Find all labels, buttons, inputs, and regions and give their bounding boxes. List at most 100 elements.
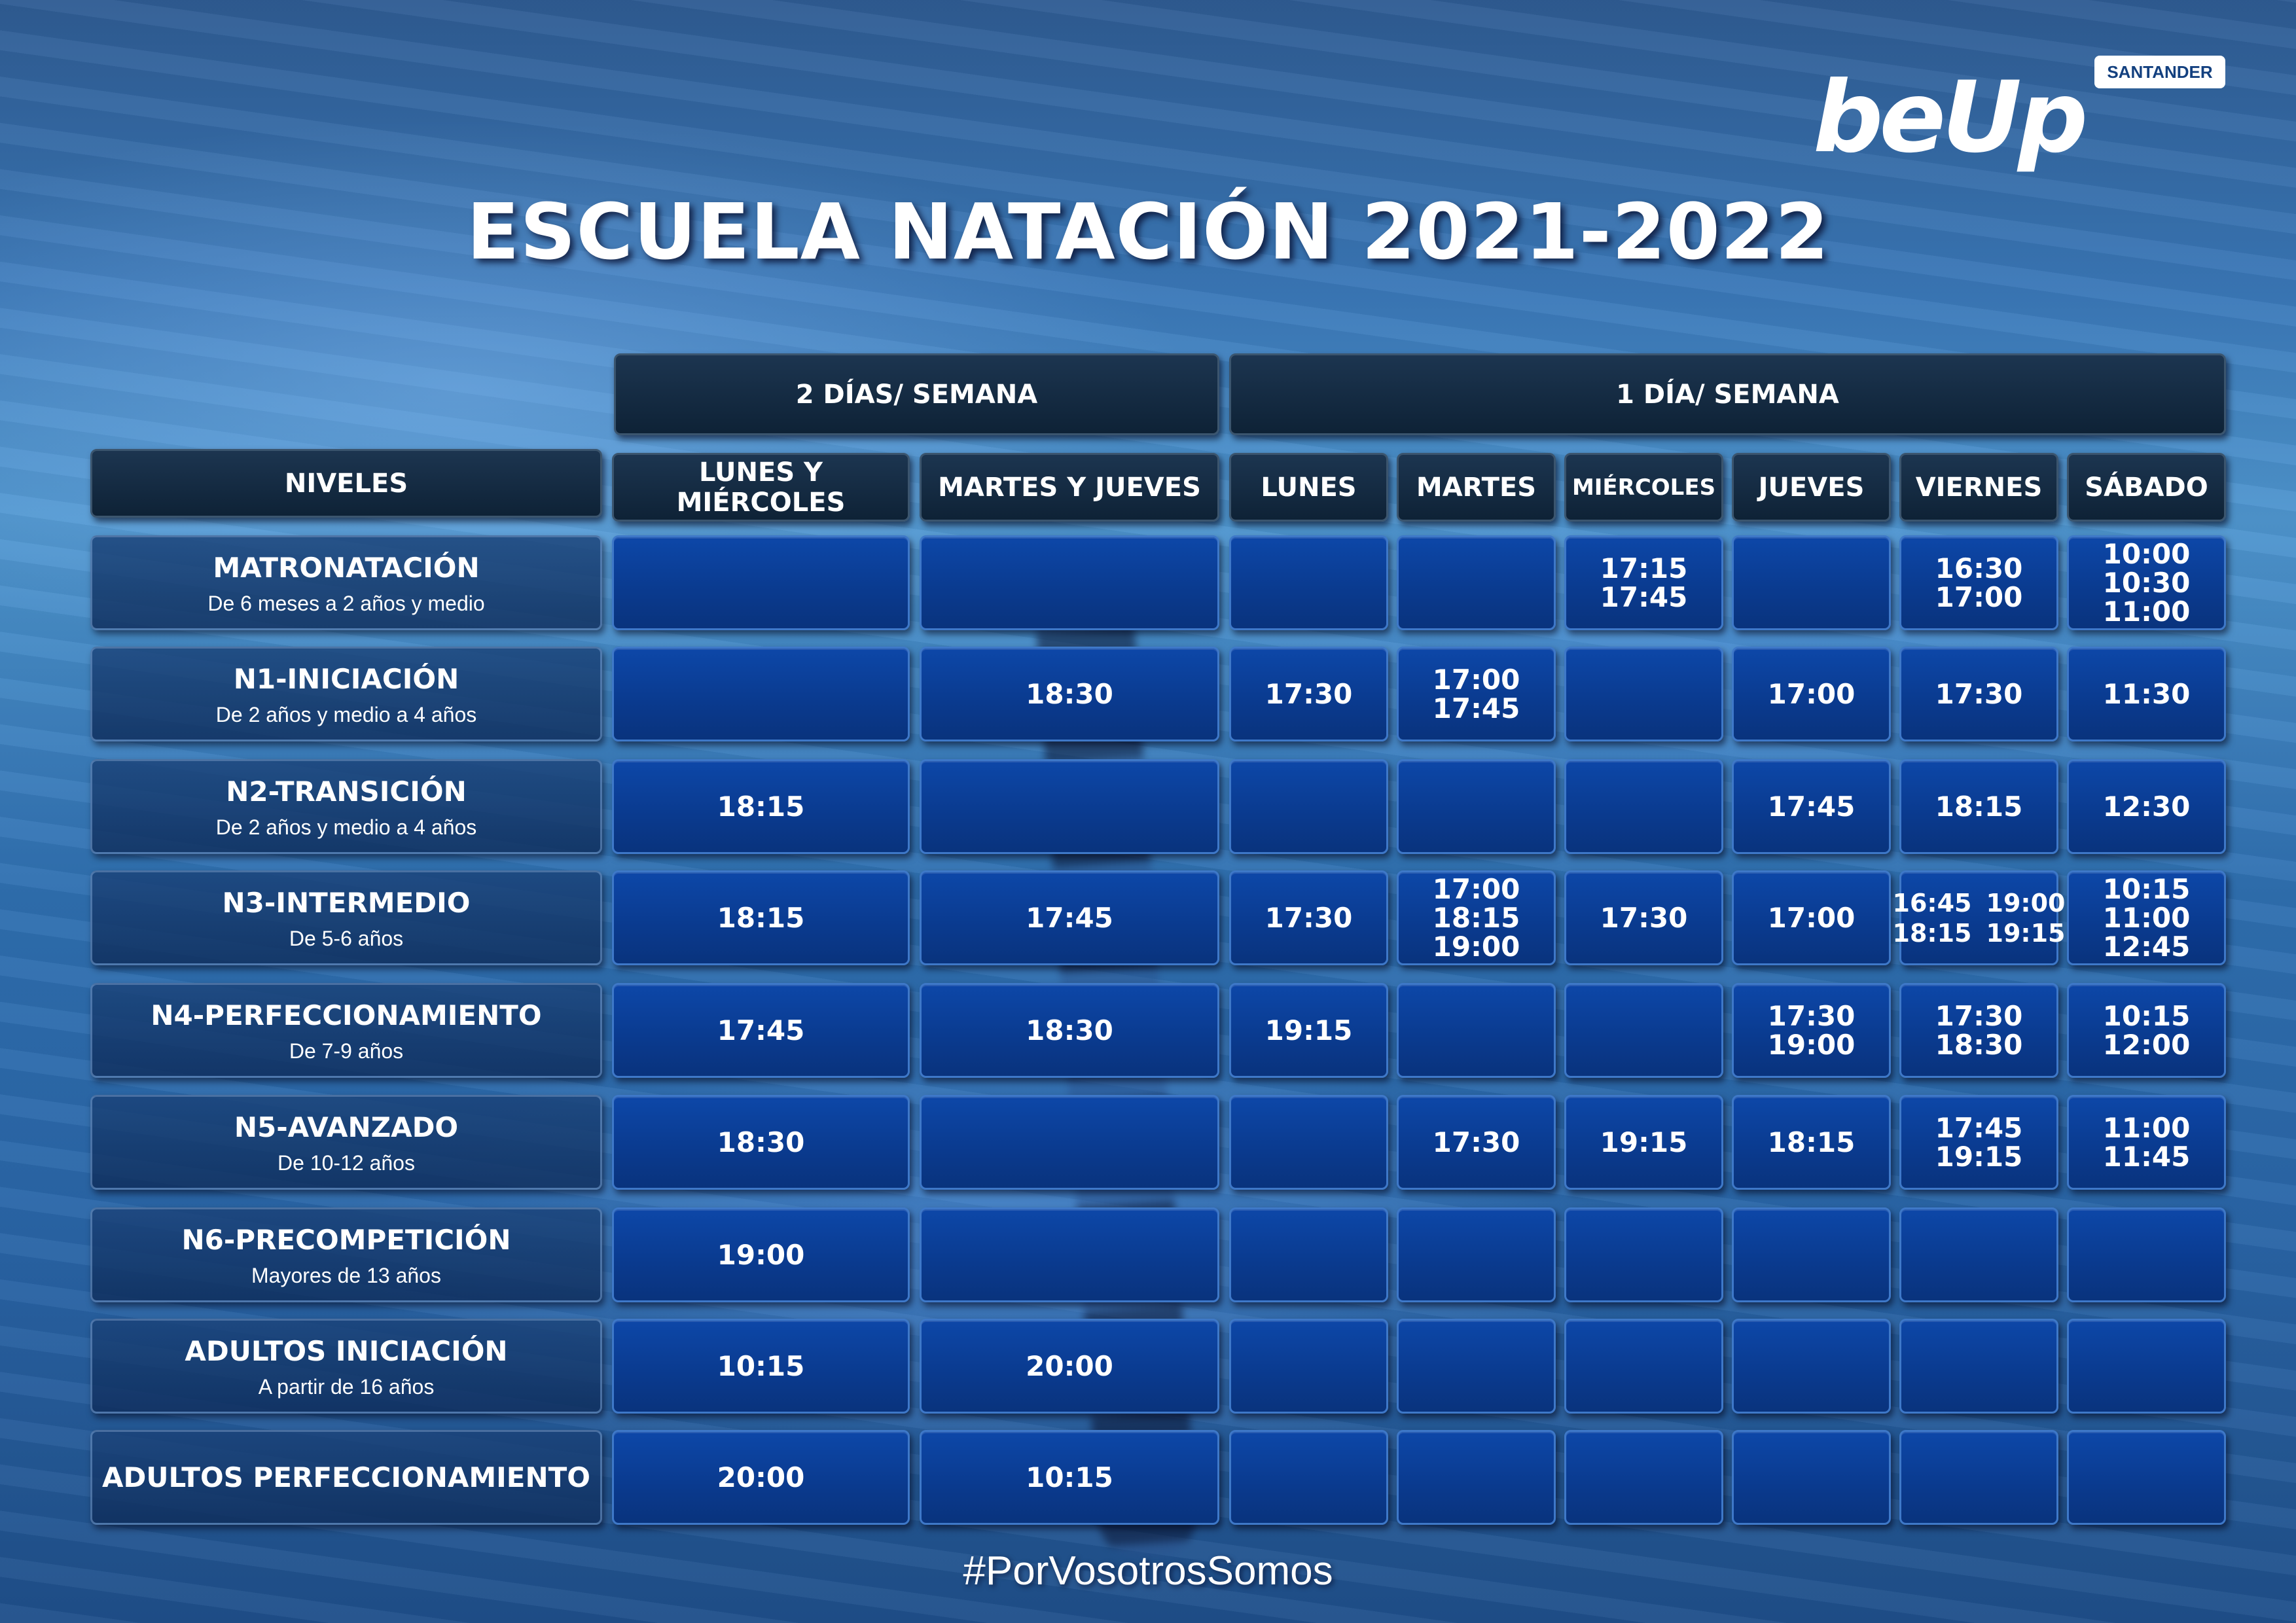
time-slot-wednesday [1564, 1319, 1723, 1414]
time-slot-tuesday [1397, 1319, 1556, 1414]
time-slot-monday [1229, 535, 1388, 630]
level-cell: N4-PERFECCIONAMIENTO De 7-9 años [90, 983, 602, 1078]
time-slot-saturday [2067, 1207, 2226, 1302]
class-time: 18:15 [1935, 790, 2023, 823]
class-times: 17:45 [1026, 901, 1113, 934]
time-slot-monday [1229, 1095, 1388, 1190]
class-time: 10:15 [1026, 1461, 1113, 1493]
class-time: 11:45 [2102, 1140, 2191, 1173]
time-slot-friday: 16:45 19:00 18:15 19:15 [1893, 870, 2065, 965]
class-time: 17:30 [1265, 901, 1353, 934]
class-time: 18:15 [1892, 918, 1972, 948]
class-times: 12:30 [2102, 790, 2191, 823]
level-age-range: De 2 años y medio a 4 años [215, 815, 477, 839]
time-slot-monday [1229, 759, 1388, 854]
time-slot-tuesday: 17:30 [1397, 1095, 1556, 1190]
level-name: N1-INICIACIÓN [233, 662, 459, 695]
time-slot-monday: 17:30 [1229, 647, 1388, 741]
time-slot-tue-thu: 20:00 [920, 1319, 1219, 1414]
class-times: 20:00 [717, 1463, 805, 1492]
class-times: 18:30 [717, 1128, 805, 1157]
class-times: 17:45 [1767, 790, 1856, 823]
time-slot-saturday: 11:00 11:45 [2067, 1095, 2226, 1190]
time-slot-mon-wed: 18:30 [612, 1095, 910, 1190]
time-slot-wednesday [1564, 759, 1723, 854]
class-time: 17:45 [1767, 790, 1856, 823]
class-time: 18:30 [1935, 1028, 2023, 1061]
class-time: 10:15 [2102, 872, 2191, 905]
class-time: 18:30 [1026, 677, 1113, 710]
level-name: N3-INTERMEDIO [222, 886, 471, 919]
level-name: ADULTOS PERFECCIONAMIENTO [102, 1461, 590, 1493]
class-time: 17:15 [1600, 552, 1688, 584]
level-age-range: De 10-12 años [278, 1150, 415, 1175]
class-time: 17:45 [1026, 901, 1113, 934]
time-slot-wednesday [1564, 983, 1723, 1078]
class-times: 17:00 [1768, 679, 1856, 709]
class-time: 18:15 [1767, 1126, 1856, 1158]
time-slot-mon-wed: 20:00 [612, 1430, 910, 1525]
time-slot-monday: 17:30 [1229, 870, 1388, 965]
column-header-wednesday: MIÉRCOLES [1564, 453, 1723, 522]
class-time: 16:30 [1935, 552, 2023, 584]
column-header-thursday: JUEVES [1732, 453, 1891, 522]
time-slot-mon-wed: 18:15 [612, 870, 910, 965]
level-age-range: Mayores de 13 años [251, 1263, 441, 1287]
page-title: ESCUELA NATACIÓN 2021-2022 [466, 187, 1830, 277]
level-age-range: De 6 meses a 2 años y medio [207, 591, 485, 615]
class-times: 17:00 18:15 19:00 [1433, 874, 1520, 961]
time-slot-thursday: 17:30 19:00 [1732, 983, 1891, 1078]
time-slot-friday: 18:15 [1899, 759, 2058, 854]
class-time: 17:00 [1935, 580, 2023, 613]
class-time: 11:30 [2102, 677, 2191, 710]
class-time: 17:30 [1432, 1126, 1520, 1158]
time-slot-tuesday: 17:00 18:15 19:00 [1397, 870, 1556, 965]
time-slot-thursday: 17:00 [1732, 647, 1891, 741]
class-times: 17:30 19:00 [1768, 1001, 1856, 1060]
class-time: 18:30 [1026, 1014, 1113, 1046]
class-time: 18:15 [717, 790, 805, 823]
group-header-2-days: 2 DÍAS/ SEMANA [614, 353, 1219, 435]
class-time: 20:00 [717, 1461, 805, 1493]
class-times: 10:15 [717, 1349, 805, 1382]
level-cell: MATRONATACIÓN De 6 meses a 2 años y medio [90, 535, 602, 630]
class-time: 10:15 [717, 1349, 805, 1382]
column-header-friday: VIERNES [1899, 453, 2058, 522]
class-time: 17:45 [1600, 580, 1688, 613]
class-times: 18:15 [717, 790, 805, 823]
time-slot-thursday [1732, 1207, 1891, 1302]
time-slot-monday [1229, 1207, 1388, 1302]
time-slot-saturday: 12:30 [2067, 759, 2226, 854]
class-times: 18:15 [717, 903, 805, 933]
class-time: 19:15 [1600, 1126, 1688, 1158]
class-times: 17:00 17:45 [1433, 665, 1520, 723]
class-time: 11:00 [2102, 595, 2191, 628]
level-name: N2-TRANSICIÓN [226, 775, 467, 808]
class-times: 10:15 [1026, 1463, 1113, 1492]
time-slot-wednesday [1564, 1430, 1723, 1525]
time-slot-tue-thu [920, 759, 1219, 854]
class-time: 12:30 [2102, 790, 2191, 823]
time-slot-mon-wed: 10:15 [612, 1319, 910, 1414]
beup-santander-logo: beUp SANTANDER [1813, 56, 2225, 167]
class-time: 17:30 [1935, 677, 2023, 710]
level-age-range: A partir de 16 años [258, 1374, 435, 1399]
time-slot-thursday [1732, 535, 1891, 630]
class-times: 17:30 [1600, 901, 1688, 934]
time-slot-tuesday: 17:00 17:45 [1397, 647, 1556, 741]
time-slot-saturday: 11:30 [2067, 647, 2226, 741]
time-slot-monday [1229, 1319, 1388, 1414]
level-age-range: De 7-9 años [289, 1039, 404, 1063]
time-slot-saturday: 10:15 12:00 [2067, 983, 2226, 1078]
time-slot-saturday: 10:15 11:00 12:45 [2067, 870, 2226, 965]
class-time: 19:15 [1935, 1140, 2023, 1173]
class-times: 10:00 10:30 11:00 [2102, 539, 2191, 628]
class-times: 20:00 [1026, 1351, 1113, 1381]
class-time: 19:00 [1986, 888, 2066, 918]
time-slot-monday [1229, 1430, 1388, 1525]
column-header-monday: LUNES [1229, 453, 1388, 522]
time-slot-tue-thu [920, 535, 1219, 630]
time-slot-tue-thu: 10:15 [920, 1430, 1219, 1525]
level-cell: ADULTOS PERFECCIONAMIENTO [90, 1430, 602, 1525]
class-time: 17:30 [1600, 901, 1688, 934]
